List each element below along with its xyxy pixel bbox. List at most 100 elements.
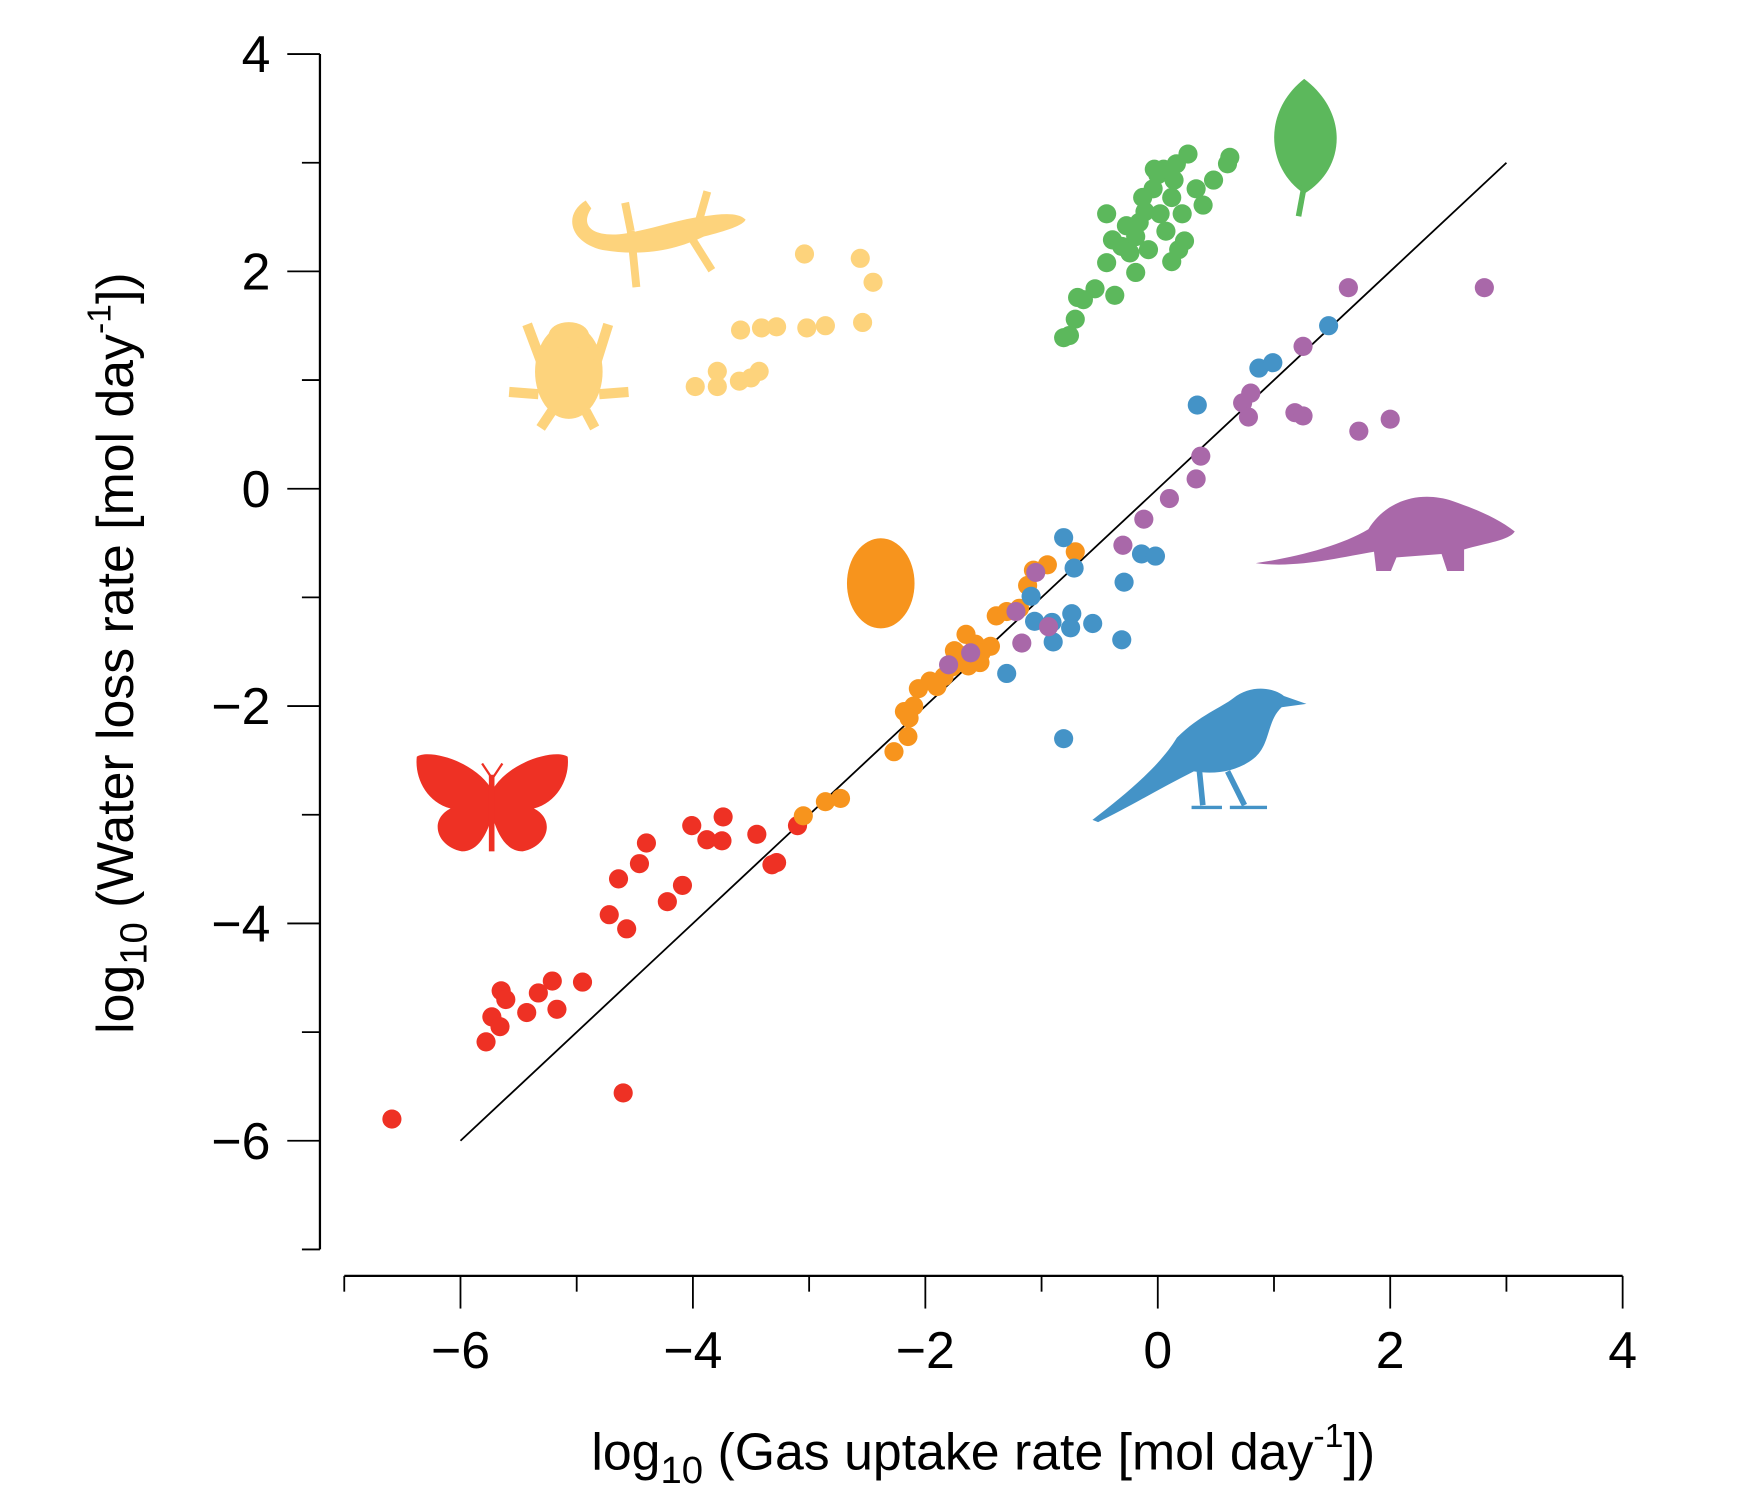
data-point-eggs [899, 708, 919, 728]
data-point-mammals [939, 655, 959, 675]
data-point-insects [713, 807, 733, 827]
data-point-birds [1083, 613, 1103, 634]
series-birds [997, 316, 1339, 749]
data-point-plants [1164, 170, 1184, 190]
data-point-birds [1263, 353, 1283, 373]
data-point-insects [599, 905, 619, 925]
data-point-amphibians-reptiles [707, 361, 727, 381]
data-point-insects [613, 1083, 633, 1103]
data-point-birds [1021, 586, 1041, 606]
data-point-birds [1145, 546, 1166, 566]
data-point-plants [1156, 221, 1176, 241]
x-axis: −6 −4 −2 0 2 4 [343, 1274, 1637, 1379]
data-point-insects [572, 972, 593, 992]
data-point-plants [1097, 253, 1117, 273]
data-point-mammals [1038, 617, 1059, 637]
data-point-plants [1126, 262, 1146, 283]
data-point-insects [547, 999, 567, 1019]
data-point-birds [1062, 604, 1082, 624]
x-tick-label: 2 [1376, 1321, 1405, 1379]
data-point-insects [382, 1109, 402, 1129]
data-point-insects [682, 816, 702, 836]
data-point-mammals [1159, 488, 1179, 509]
data-point-amphibians-reptiles [730, 320, 751, 340]
data-point-plants [1065, 309, 1085, 329]
data-point-birds [1054, 528, 1074, 548]
y-axis: 4 2 0 −2 −4 −6 [211, 25, 322, 1251]
data-point-plants [1172, 204, 1192, 224]
data-point-mammals [1338, 278, 1358, 298]
data-point-plants [1105, 285, 1125, 305]
data-point-plants [1138, 240, 1159, 260]
data-point-amphibians-reptiles [685, 377, 705, 397]
data-point-plants [1059, 325, 1080, 346]
data-point-mammals [961, 643, 981, 663]
rodent-icon [1255, 496, 1515, 571]
data-point-amphibians-reptiles [797, 318, 817, 338]
data-point-plants [1120, 243, 1140, 263]
data-point-amphibians-reptiles [751, 318, 772, 338]
y-tick-label: 0 [242, 460, 271, 518]
data-point-insects [712, 831, 732, 851]
data-point-insects [542, 971, 562, 991]
egg-icon [846, 538, 915, 629]
data-point-mammals [1241, 383, 1261, 403]
data-point-amphibians-reptiles [850, 248, 870, 268]
y-tick-label: 2 [242, 242, 271, 300]
data-point-plants [1178, 144, 1198, 164]
data-point-birds [1043, 632, 1063, 652]
data-point-mammals [1134, 509, 1154, 529]
data-point-amphibians-reptiles [815, 316, 835, 336]
data-point-plants [1193, 195, 1213, 215]
data-point-eggs [927, 676, 947, 697]
data-point-mammals [1474, 278, 1494, 298]
data-point-insects [496, 989, 516, 1010]
data-point-birds [1054, 729, 1074, 749]
data-point-insects [657, 892, 677, 912]
data-point-eggs [815, 792, 835, 812]
data-point-mammals [1012, 633, 1032, 653]
data-point-insects [528, 983, 548, 1003]
data-point-plants [1220, 147, 1240, 167]
x-axis-label: log10 (Gas uptake rate [mol day-1]) [591, 1417, 1375, 1492]
data-point-insects [629, 854, 650, 874]
series-amphibians-reptiles [685, 244, 883, 397]
x-tick-label: −4 [663, 1321, 722, 1379]
data-point-mammals [1191, 446, 1211, 466]
data-point-plants [1116, 216, 1136, 236]
data-point-mammals [1293, 406, 1313, 426]
data-point-amphibians-reptiles [767, 317, 787, 337]
y-tick-label: −2 [211, 677, 270, 735]
data-point-mammals [1026, 562, 1046, 582]
series-eggs [793, 542, 1085, 826]
y-axis-label: log10 (Water loss rate [mol day-1]) [80, 272, 155, 1034]
x-tick-label: 4 [1608, 1321, 1637, 1379]
data-point-insects [490, 1017, 510, 1037]
bird-icon [1092, 688, 1307, 823]
data-point-amphibians-reptiles [794, 244, 815, 264]
data-point-birds [1064, 558, 1084, 578]
data-point-plants [1162, 187, 1182, 208]
data-point-amphibians-reptiles [853, 312, 873, 333]
data-point-birds [997, 663, 1017, 684]
data-point-birds [1114, 572, 1134, 592]
data-point-eggs [1065, 542, 1085, 562]
data-point-insects [672, 875, 693, 895]
data-point-plants [1174, 231, 1195, 251]
x-tick-label: −6 [431, 1321, 490, 1379]
gecko-icon [572, 190, 746, 288]
data-points [382, 144, 1494, 1129]
frog-icon [508, 322, 629, 431]
data-point-plants [1150, 204, 1170, 224]
data-point-mammals [1380, 409, 1400, 429]
data-point-mammals [1349, 421, 1369, 441]
data-point-eggs [793, 806, 813, 826]
data-point-birds [1187, 395, 1207, 415]
data-point-plants [1085, 279, 1105, 299]
data-point-insects [608, 869, 629, 889]
data-point-mammals [1293, 336, 1313, 356]
data-point-insects [517, 1002, 537, 1023]
data-point-insects [697, 830, 717, 850]
data-point-plants [1133, 187, 1153, 208]
series-plants [1054, 144, 1240, 348]
